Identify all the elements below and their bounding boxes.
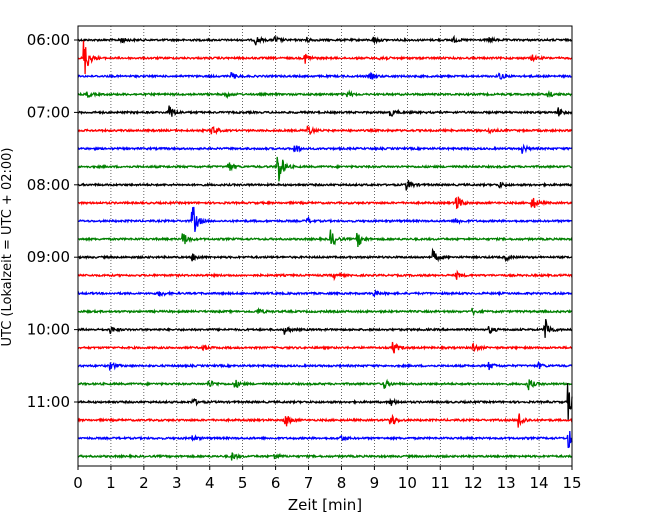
y-axis-label: UTC (Lokalzeit = UTC + 02:00): [0, 148, 15, 347]
x-tick-label: 15: [562, 474, 581, 492]
trace-0845: [77, 229, 573, 248]
x-tick-label: 14: [530, 474, 549, 492]
x-tick-label: 10: [398, 474, 417, 492]
trace-0600: [77, 34, 573, 46]
trace-0800: [77, 180, 573, 191]
trace-0815: [77, 196, 573, 210]
trace-1115: [77, 413, 573, 428]
y-tick-label: 11:00: [27, 393, 70, 411]
x-tick-label: 8: [337, 474, 347, 492]
trace-0700: [77, 105, 573, 117]
y-tick-label: 09:00: [27, 248, 70, 266]
x-tick-label: 12: [464, 474, 483, 492]
trace-0900: [77, 247, 573, 263]
y-axis: 06:00 07:00 08:00 09:00 10:00 11:00: [27, 31, 78, 411]
x-tick-label: 4: [205, 474, 215, 492]
trace-1100: [77, 383, 573, 420]
trace-1045: [77, 378, 573, 391]
plot-frame: [77, 25, 573, 467]
x-tick-label: 6: [271, 474, 281, 492]
trace-0930: [77, 288, 573, 298]
x-tick-label: 11: [431, 474, 450, 492]
trace-0715: [77, 125, 573, 136]
trace-0915: [77, 269, 573, 282]
trace-1000: [77, 318, 573, 338]
x-tick-label: 2: [139, 474, 149, 492]
x-tick-label: 1: [106, 474, 116, 492]
trace-0615: [77, 40, 573, 75]
x-axis-label: Zeit [min]: [288, 496, 362, 514]
x-tick-label: 0: [73, 474, 83, 492]
trace-0745: [77, 156, 573, 182]
trace-0945: [78, 306, 573, 317]
trace-0630: [77, 71, 573, 80]
trace-0830: [77, 206, 573, 232]
trace-0730: [77, 143, 573, 154]
x-tick-label: 9: [370, 474, 380, 492]
y-tick-label: 06:00: [27, 31, 70, 49]
x-tick-label: 13: [497, 474, 516, 492]
x-tick-label: 7: [304, 474, 314, 492]
x-axis: 0 1 2 3 4 5 6 7 8 9 10 11 12 13 14 15: [73, 466, 582, 492]
trace-1030: [77, 360, 573, 371]
x-tick-label: 3: [172, 474, 182, 492]
y-tick-label: 08:00: [27, 176, 70, 194]
y-tick-label: 07:00: [27, 103, 70, 121]
trace-1130: [77, 430, 573, 449]
x-tick-label: 5: [238, 474, 248, 492]
trace-0645: [77, 89, 573, 100]
trace-1145: [77, 452, 573, 461]
trace-1015: [77, 341, 573, 354]
seismogram-traces: [77, 34, 573, 461]
y-tick-label: 10:00: [27, 321, 70, 339]
